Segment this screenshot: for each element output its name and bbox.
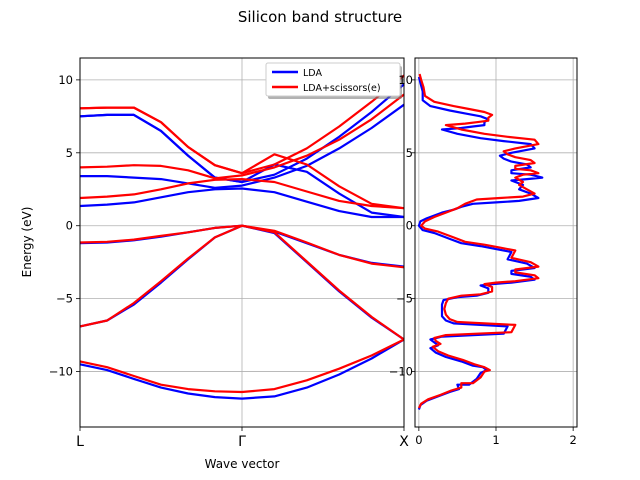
band-line-lda-scissors-2: [79, 224, 405, 269]
band-line-lda-3: [79, 187, 404, 219]
dos-ytick-label: 5: [406, 146, 413, 160]
figure-title: Silicon band structure: [238, 8, 402, 26]
legend-box: [265, 62, 401, 97]
dos-ticks: −10 −5 0 5 10 0 1 2: [389, 73, 577, 447]
band-line-lda-scissors-3: [79, 178, 405, 210]
dos-lines: [417, 73, 544, 410]
legend-label-lda-scissors: LDA+scissors(e): [303, 83, 381, 94]
bands-x-axis-label: Wave vector: [205, 457, 280, 471]
dos-ytick-label: −10: [389, 365, 413, 379]
dos-xtick-label: 1: [492, 433, 499, 447]
dos-ytick-label: 10: [398, 73, 413, 87]
bands-ytick-label: 0: [66, 219, 73, 233]
bands-xtick-label: Γ: [238, 434, 246, 450]
band-line-lda-4: [80, 103, 405, 189]
bands-lines: [79, 74, 405, 400]
bands-y-axis-label: Energy (eV): [20, 207, 34, 278]
band-structure-panel: −10 −5 0 5 10 L Γ X Wave vector Energy (eV) LDA…: [20, 57, 409, 471]
dos-ytick-label: 0: [406, 219, 413, 233]
bands-ytick-label: −5: [56, 292, 73, 306]
dos-line-lda-scissors: [417, 73, 540, 409]
bands-ytick-label: −10: [49, 365, 73, 379]
bands-ticks: −10 −5 0 5 10 L Γ X: [49, 73, 409, 450]
bands-xtick-label: X: [399, 434, 409, 450]
band-line-lda-scissors-4: [79, 93, 405, 180]
dos-xtick-label: 0: [415, 433, 422, 447]
bands-ytick-label: 10: [58, 73, 73, 87]
legend: LDA LDA+scissors(e): [265, 62, 402, 99]
dos-grid: [415, 58, 577, 427]
band-line-lda-scissors-1: [79, 224, 405, 341]
band-line-lda-scissors-6: [79, 74, 405, 175]
dos-panel: −10 −5 0 5 10 0 1 2: [389, 57, 578, 447]
dos-line-lda: [417, 76, 544, 410]
band-line-lda-scissors-0: [79, 338, 405, 394]
bands-ytick-label: 5: [66, 146, 73, 160]
band-line-lda-0: [79, 338, 405, 400]
dos-xtick-label: 2: [569, 433, 576, 447]
bands-xtick-label: L: [76, 434, 84, 450]
legend-label-lda: LDA: [303, 68, 322, 79]
dos-ytick-label: −5: [396, 292, 413, 306]
